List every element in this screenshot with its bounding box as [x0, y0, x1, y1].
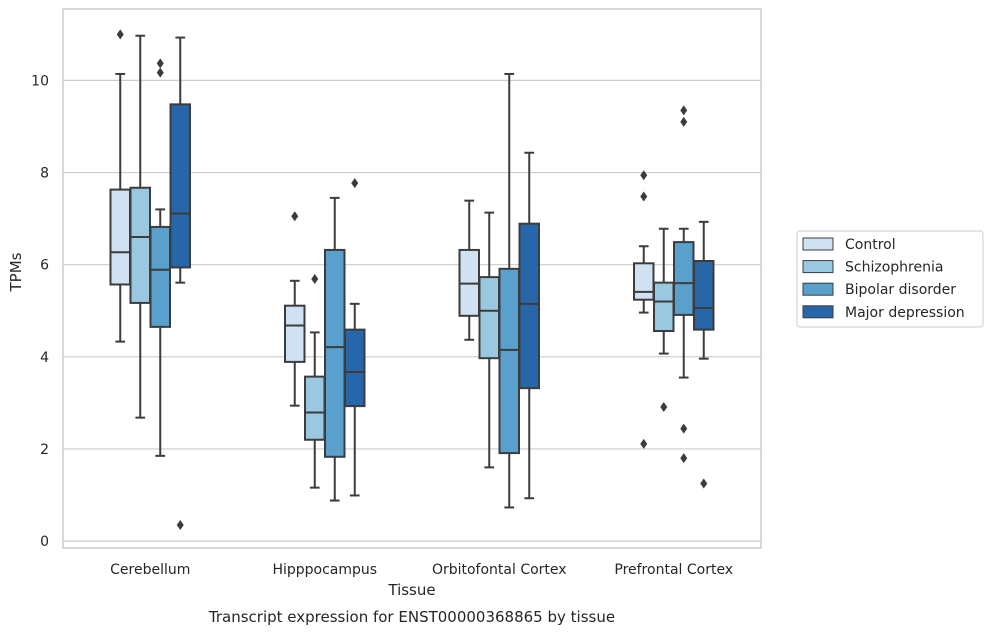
y-tick-label: 0 [40, 534, 49, 550]
box-element [478, 211, 500, 469]
box-rect [324, 248, 346, 458]
outlier-point [116, 29, 124, 40]
x-tick-labels: Cerebellum Hipppocampus Orbitofontal Corte… [110, 562, 733, 578]
outlier-point [680, 105, 688, 116]
series-group [149, 58, 695, 509]
box-element [633, 170, 655, 449]
legend-item: Bipolar disorder [802, 282, 956, 298]
outlier-point [640, 170, 648, 181]
legend-swatch [802, 305, 834, 319]
outlier-point [156, 58, 164, 69]
outlier-point [700, 478, 708, 489]
y-tick-label: 8 [40, 166, 49, 182]
legend-label: Major depression [845, 305, 965, 321]
x-tick-label: Orbitofontal Cortex [432, 562, 567, 578]
y-axis-label: TPMs [7, 252, 25, 292]
legend-item: Control [802, 237, 896, 253]
box-rect [693, 259, 715, 331]
outlier-point [640, 191, 648, 202]
box-element [693, 220, 715, 489]
x-tick-label: Prefrontal Cortex [614, 562, 733, 578]
box-rect [109, 188, 131, 286]
legend-label: Bipolar disorder [845, 282, 956, 298]
box-element [518, 151, 540, 500]
y-tick-label: 4 [40, 350, 49, 366]
outlier-point [680, 423, 688, 434]
chart-caption: Transcript expression for ENST0000036886… [208, 608, 615, 626]
legend: Control Schizophrenia Bipolar disorder Majo… [796, 230, 984, 328]
legend-swatch [802, 260, 834, 274]
box-rect [129, 186, 151, 304]
outlier-point [156, 67, 164, 78]
box-element [304, 273, 326, 489]
legend-swatch [802, 237, 834, 251]
box-rect [673, 241, 695, 316]
outlier-point [311, 273, 319, 284]
legend-label: Schizophrenia [845, 260, 943, 276]
plot-area-frame [62, 8, 762, 549]
legend-item: Major depression [802, 305, 965, 321]
box-rect [653, 281, 675, 333]
outlier-point [176, 519, 184, 530]
legend-swatch [802, 282, 834, 296]
outlier-point [291, 211, 299, 222]
box-element [673, 105, 695, 464]
series-group [169, 36, 715, 530]
outlier-point [680, 116, 688, 127]
series-group [109, 29, 655, 449]
box-rect [284, 304, 306, 363]
box-element [344, 178, 366, 497]
outlier-point [680, 453, 688, 464]
x-tick-label: Cerebellum [110, 562, 190, 578]
box-series [109, 29, 715, 530]
legend-label: Control [845, 237, 896, 253]
box-rect [518, 222, 540, 390]
box-rect [633, 262, 655, 301]
x-axis-label: Tissue [387, 581, 435, 599]
box-rect [149, 225, 171, 328]
y-tick-labels: 0 2 4 6 8 10 [31, 73, 49, 550]
outlier-point [640, 438, 648, 449]
box-rect [498, 267, 520, 455]
x-tick-label: Hipppocampus [272, 562, 377, 578]
legend-frame [796, 230, 984, 328]
box-element [169, 36, 191, 530]
box-rect [478, 276, 500, 360]
box-rect [304, 375, 326, 441]
y-tick-label: 10 [31, 73, 49, 89]
box-rect [344, 328, 366, 408]
box-element [149, 58, 171, 457]
outlier-point [351, 178, 359, 189]
outlier-point [660, 402, 668, 413]
box-element [109, 29, 131, 343]
y-tick-label: 6 [40, 258, 49, 274]
series-group [129, 34, 675, 489]
legend-item: Schizophrenia [802, 260, 943, 276]
box-rect [169, 103, 191, 269]
y-tick-label: 2 [40, 442, 49, 458]
box-element [284, 211, 306, 407]
